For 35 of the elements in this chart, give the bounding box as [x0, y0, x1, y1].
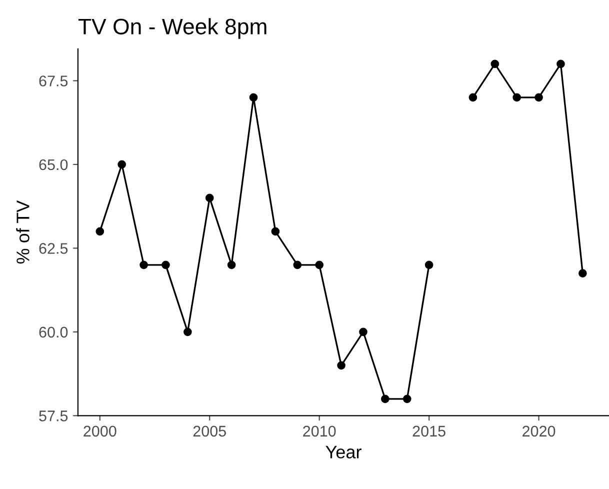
point	[578, 269, 587, 278]
point	[293, 260, 302, 270]
point	[249, 93, 258, 102]
point	[162, 260, 170, 270]
point	[490, 60, 500, 68]
y-axis-title: % of TV	[16, 200, 30, 264]
y-tick-label: 62.5	[39, 243, 68, 254]
point	[140, 260, 148, 270]
point	[96, 227, 104, 236]
point	[337, 361, 346, 370]
x-tick-label: 2005	[193, 426, 226, 437]
chart-title: TV On - Week 8pm	[78, 18, 266, 39]
x-axis-title: Year	[326, 446, 362, 458]
point	[118, 160, 126, 169]
y-tick-label: 65.0	[39, 159, 68, 170]
point	[424, 260, 434, 270]
point	[402, 394, 412, 404]
point	[534, 93, 543, 102]
point	[468, 93, 478, 102]
y-tick-label: 57.5	[39, 410, 68, 422]
x-tick-label: 2000	[84, 426, 116, 437]
point	[184, 328, 192, 336]
point	[227, 260, 236, 270]
point	[359, 328, 368, 336]
x-tick-label: 2020	[522, 426, 556, 437]
y-tick-label: 60.0	[39, 326, 68, 338]
point	[556, 60, 565, 68]
point	[205, 194, 214, 202]
x-tick-label: 2010	[303, 426, 336, 437]
x-tick-label: 2015	[412, 426, 446, 437]
y-tick-label: 67.5	[39, 76, 68, 86]
point	[381, 394, 390, 404]
point	[315, 260, 324, 270]
point	[271, 227, 280, 236]
point	[512, 93, 521, 102]
